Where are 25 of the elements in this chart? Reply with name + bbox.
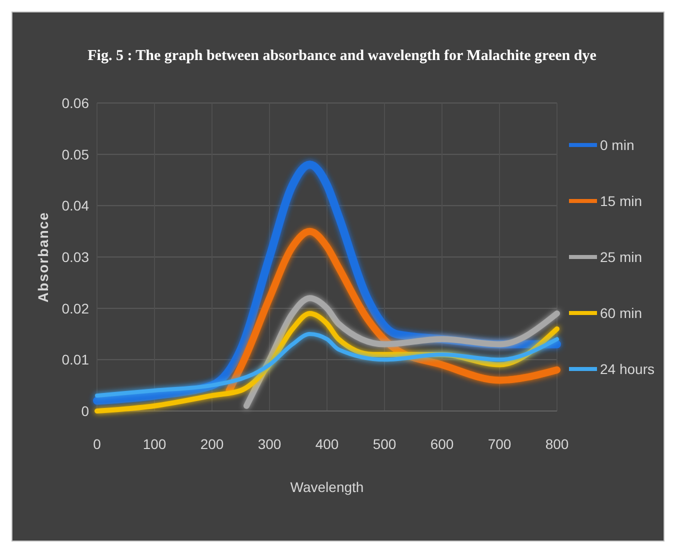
chart-title: Fig. 5 : The graph between absorbance and wavelength for Malachite green dye xyxy=(88,48,597,64)
x-tick-label: 100 xyxy=(142,436,166,452)
y-tick-label: 0.01 xyxy=(62,352,90,368)
x-tick-label: 700 xyxy=(488,436,512,452)
x-tick-label: 0 xyxy=(93,436,102,452)
x-tick-label: 200 xyxy=(200,436,224,452)
line-series xyxy=(95,332,559,398)
x-tick-label: 500 xyxy=(372,436,396,452)
x-tick-label: 400 xyxy=(315,436,339,452)
x-tick-label: 600 xyxy=(430,436,454,452)
x-tick-label: 300 xyxy=(258,436,282,452)
legend-label: 24 hours xyxy=(600,361,654,377)
x-axis-title: Wavelength xyxy=(290,479,364,495)
legend-label: 25 min xyxy=(600,249,642,265)
y-tick-label: 0.03 xyxy=(62,249,90,265)
y-tick-label: 0.06 xyxy=(62,95,90,111)
legend-label: 15 min xyxy=(600,193,642,209)
y-tick-label: 0 xyxy=(81,403,90,419)
legend-label: 60 min xyxy=(600,305,642,321)
y-axis-title: Absorbance xyxy=(35,212,51,302)
x-tick-label: 800 xyxy=(545,436,569,452)
y-tick-label: 0.02 xyxy=(62,300,90,316)
legend-label: 0 min xyxy=(600,137,634,153)
y-tick-label: 0.05 xyxy=(62,146,90,162)
y-tick-label: 0.04 xyxy=(62,198,90,214)
